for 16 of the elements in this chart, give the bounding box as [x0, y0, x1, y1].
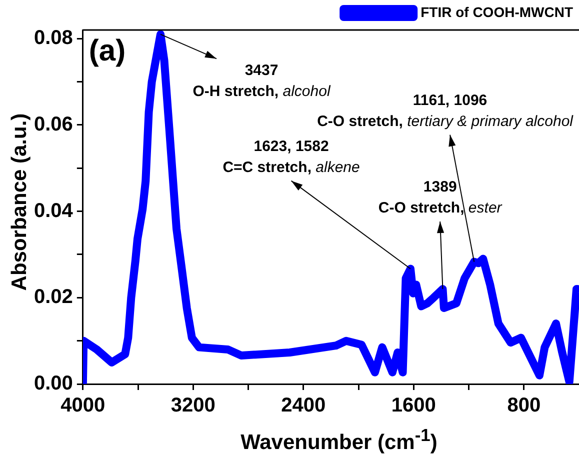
y-tick-label: 0.00 [34, 372, 73, 395]
x-tick-label: 800 [507, 394, 541, 417]
annotation: 1623, 1582 C=C stretch, alkene [222, 138, 360, 176]
annotation: 1389 C-O stretch, ester [378, 178, 503, 217]
legend-label: FTIR of COOH-MWCNT [420, 4, 574, 20]
y-axis-title: Absorbance (a.u.) [8, 112, 32, 293]
x-tick-label: 4000 [60, 394, 106, 417]
y-tick-label: 0.04 [34, 200, 74, 222]
x-tick-label: 3200 [170, 394, 216, 417]
y-tick-label: 0.06 [34, 113, 73, 136]
y-tick-label: 0.02 [34, 286, 73, 308]
annotation: (a) [88, 34, 126, 68]
x-tick-label: 2400 [281, 394, 326, 417]
x-tick-label: 1600 [391, 394, 436, 417]
y-tick-label: 0.08 [34, 27, 73, 50]
x-axis-title: Wavenumber (cm$^{-1}$) [240, 425, 438, 455]
